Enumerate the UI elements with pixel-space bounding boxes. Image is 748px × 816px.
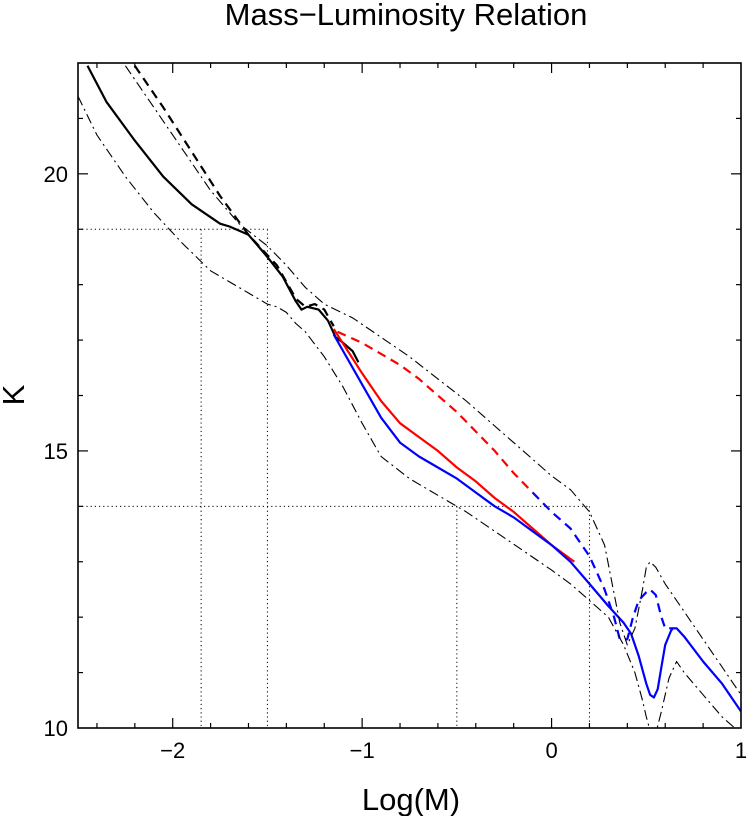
series-line-2 [133,65,335,327]
x-axis-label: Log(M) [362,782,460,816]
y-tick-label: 10 [44,716,68,741]
y-tick-label: 20 [44,162,68,187]
series-line-5 [332,333,741,713]
y-axis-label: K [0,384,31,405]
x-tick-label: 0 [545,738,557,763]
series-line-4 [337,330,534,494]
plot-area: −2 −1 0 1 10 15 20 [44,62,747,763]
series-line-1 [86,65,360,363]
x-tick-label: −1 [350,738,375,763]
y-tick-label: 15 [44,439,68,464]
x-tick-label: −2 [160,738,185,763]
x-tick-label: 1 [735,738,747,763]
series-line-6 [531,491,673,641]
series-line-8 [78,96,736,728]
plot-frame [77,62,742,729]
chart-title: Mass−Luminosity Relation [225,0,588,32]
series-line-3 [332,328,575,563]
series-line-7 [124,65,741,696]
